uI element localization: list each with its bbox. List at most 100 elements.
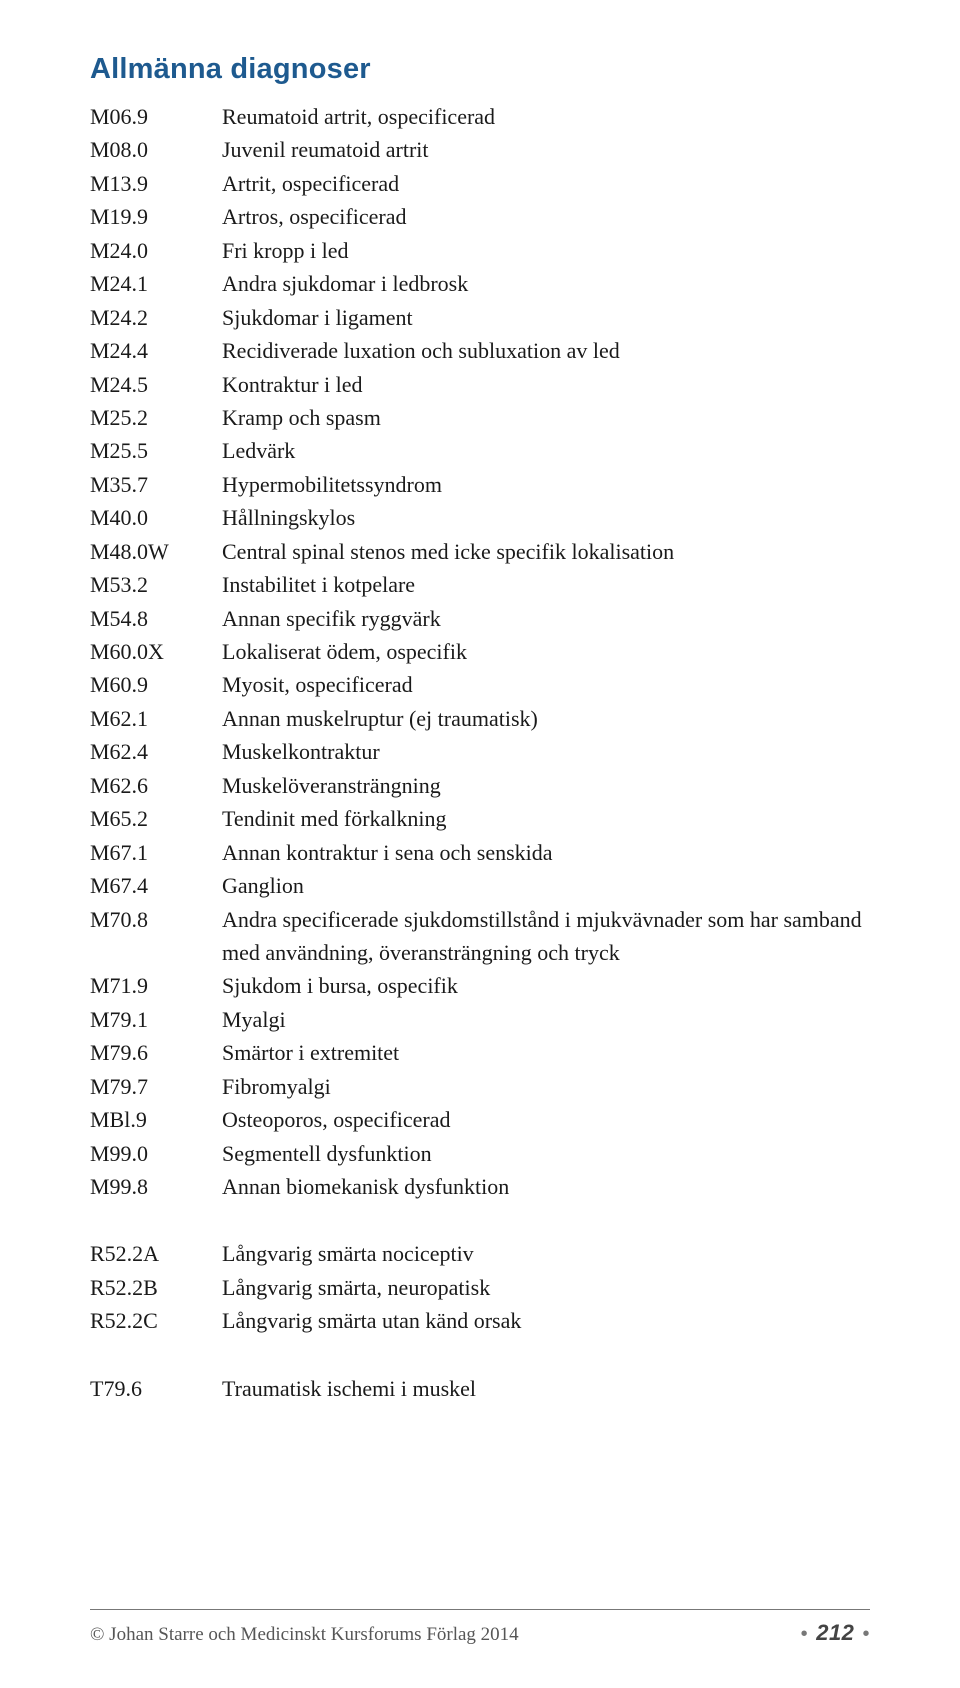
diagnosis-description: Sjukdomar i ligament	[222, 301, 870, 334]
diagnosis-row: M99.0Segmentell dysfunktion	[90, 1137, 870, 1170]
diagnosis-description: Juvenil reumatoid artrit	[222, 133, 870, 166]
diagnosis-code: M24.4	[90, 334, 222, 367]
page-number-value: 212	[814, 1620, 856, 1645]
diagnosis-row: M60.9Myosit, ospecificerad	[90, 668, 870, 701]
diagnosis-row: M70.8Andra specificerade sjukdomstillstå…	[90, 903, 870, 970]
diagnosis-code: M60.9	[90, 668, 222, 701]
diagnosis-code: M35.7	[90, 468, 222, 501]
diagnosis-description: Hållningskylos	[222, 501, 870, 534]
diagnosis-description: Ledvärk	[222, 434, 870, 467]
diagnosis-row: M60.0XLokaliserat ödem, ospecifik	[90, 635, 870, 668]
diagnosis-code: M70.8	[90, 903, 222, 936]
diagnosis-code: M79.6	[90, 1036, 222, 1069]
diagnosis-row: M62.4Muskelkontraktur	[90, 735, 870, 768]
diagnosis-row: M54.8Annan specifik ryggvärk	[90, 602, 870, 635]
group-spacer	[90, 1203, 870, 1237]
diagnosis-row: M24.1Andra sjukdomar i ledbrosk	[90, 267, 870, 300]
diagnosis-description: Hypermobilitetssyndrom	[222, 468, 870, 501]
diagnosis-description: Annan biomekanisk dysfunktion	[222, 1170, 870, 1203]
diagnosis-description: Recidiverade luxation och subluxation av…	[222, 334, 870, 367]
diagnosis-code: M24.5	[90, 368, 222, 401]
diagnosis-description: Kontraktur i led	[222, 368, 870, 401]
diagnosis-row: R52.2CLångvarig smärta utan känd orsak	[90, 1304, 870, 1337]
diagnosis-description: Sjukdom i bursa, ospecifik	[222, 969, 870, 1002]
diagnosis-code: M79.1	[90, 1003, 222, 1036]
diagnosis-row: R52.2BLångvarig smärta, neuropatisk	[90, 1271, 870, 1304]
diagnosis-description: Lokaliserat ödem, ospecifik	[222, 635, 870, 668]
diagnosis-code: M67.1	[90, 836, 222, 869]
diagnosis-row: M40.0Hållningskylos	[90, 501, 870, 534]
diagnosis-row: M65.2Tendinit med förkalkning	[90, 802, 870, 835]
diagnosis-code: M13.9	[90, 167, 222, 200]
diagnosis-row: M35.7Hypermobilitetssyndrom	[90, 468, 870, 501]
diagnosis-row: M71.9Sjukdom i bursa, ospecifik	[90, 969, 870, 1002]
diagnosis-row: M62.1Annan muskelruptur (ej traumatisk)	[90, 702, 870, 735]
diagnosis-description: Artrit, ospecificerad	[222, 167, 870, 200]
diagnosis-code: M62.1	[90, 702, 222, 735]
diagnosis-row: M19.9Artros, ospecificerad	[90, 200, 870, 233]
diagnosis-row: M24.0Fri kropp i led	[90, 234, 870, 267]
diagnosis-code: M25.2	[90, 401, 222, 434]
diagnosis-row: M25.2Kramp och spasm	[90, 401, 870, 434]
diagnosis-list: M06.9Reumatoid artrit, ospecificeradM08.…	[90, 100, 870, 1405]
diagnosis-row: R52.2ALångvarig smärta nociceptiv	[90, 1237, 870, 1270]
diagnosis-code: M67.4	[90, 869, 222, 902]
diagnosis-description: Myosit, ospecificerad	[222, 668, 870, 701]
diagnosis-code: M25.5	[90, 434, 222, 467]
diagnosis-description: Tendinit med förkalkning	[222, 802, 870, 835]
diagnosis-description: Muskelöveransträngning	[222, 769, 870, 802]
diagnosis-row: M06.9Reumatoid artrit, ospecificerad	[90, 100, 870, 133]
bullet-icon: •	[801, 1623, 809, 1645]
diagnosis-row: M48.0WCentral spinal stenos med icke spe…	[90, 535, 870, 568]
diagnosis-code: M62.4	[90, 735, 222, 768]
diagnosis-code: T79.6	[90, 1372, 222, 1405]
diagnosis-code: M40.0	[90, 501, 222, 534]
diagnosis-description: Andra sjukdomar i ledbrosk	[222, 267, 870, 300]
bullet-icon: •	[862, 1623, 870, 1645]
diagnosis-row: T79.6Traumatisk ischemi i muskel	[90, 1372, 870, 1405]
diagnosis-row: M79.1Myalgi	[90, 1003, 870, 1036]
diagnosis-row: M67.1Annan kontraktur i sena och senskid…	[90, 836, 870, 869]
diagnosis-code: M65.2	[90, 802, 222, 835]
diagnosis-code: M24.0	[90, 234, 222, 267]
diagnosis-code: M48.0W	[90, 535, 222, 568]
diagnosis-description: Andra specificerade sjukdomstillstånd i …	[222, 903, 870, 970]
diagnosis-description: Ganglion	[222, 869, 870, 902]
diagnosis-code: R52.2B	[90, 1271, 222, 1304]
diagnosis-row: M67.4Ganglion	[90, 869, 870, 902]
diagnosis-code: R52.2C	[90, 1304, 222, 1337]
diagnosis-row: M24.4Recidiverade luxation och subluxati…	[90, 334, 870, 367]
diagnosis-description: Långvarig smärta, neuropatisk	[222, 1271, 870, 1304]
diagnosis-row: M24.2Sjukdomar i ligament	[90, 301, 870, 334]
diagnosis-code: M99.8	[90, 1170, 222, 1203]
diagnosis-description: Smärtor i extremitet	[222, 1036, 870, 1069]
document-page: Allmänna diagnoser M06.9Reumatoid artrit…	[0, 0, 960, 1688]
diagnosis-description: Annan kontraktur i sena och senskida	[222, 836, 870, 869]
diagnosis-description: Artros, ospecificerad	[222, 200, 870, 233]
footer-copyright: © Johan Starre och Medicinskt Kursforums…	[90, 1624, 519, 1646]
diagnosis-code: M24.2	[90, 301, 222, 334]
diagnosis-description: Central spinal stenos med icke specifik …	[222, 535, 870, 568]
diagnosis-description: Fri kropp i led	[222, 234, 870, 267]
diagnosis-description: Långvarig smärta nociceptiv	[222, 1237, 870, 1270]
diagnosis-code: M99.0	[90, 1137, 222, 1170]
diagnosis-code: M08.0	[90, 133, 222, 166]
diagnosis-description: Muskelkontraktur	[222, 735, 870, 768]
diagnosis-code: R52.2A	[90, 1237, 222, 1270]
diagnosis-code: M24.1	[90, 267, 222, 300]
diagnosis-description: Instabilitet i kotpelare	[222, 568, 870, 601]
diagnosis-description: Reumatoid artrit, ospecificerad	[222, 100, 870, 133]
diagnosis-row: M53.2Instabilitet i kotpelare	[90, 568, 870, 601]
diagnosis-code: M53.2	[90, 568, 222, 601]
diagnosis-description: Annan muskelruptur (ej traumatisk)	[222, 702, 870, 735]
diagnosis-code: M19.9	[90, 200, 222, 233]
diagnosis-row: M24.5Kontraktur i led	[90, 368, 870, 401]
group-spacer	[90, 1338, 870, 1372]
diagnosis-description: Långvarig smärta utan känd orsak	[222, 1304, 870, 1337]
diagnosis-description: Traumatisk ischemi i muskel	[222, 1372, 870, 1405]
diagnosis-description: Annan specifik ryggvärk	[222, 602, 870, 635]
diagnosis-row: M79.7Fibromyalgi	[90, 1070, 870, 1103]
diagnosis-row: M79.6Smärtor i extremitet	[90, 1036, 870, 1069]
diagnosis-description: Myalgi	[222, 1003, 870, 1036]
diagnosis-code: M60.0X	[90, 635, 222, 668]
